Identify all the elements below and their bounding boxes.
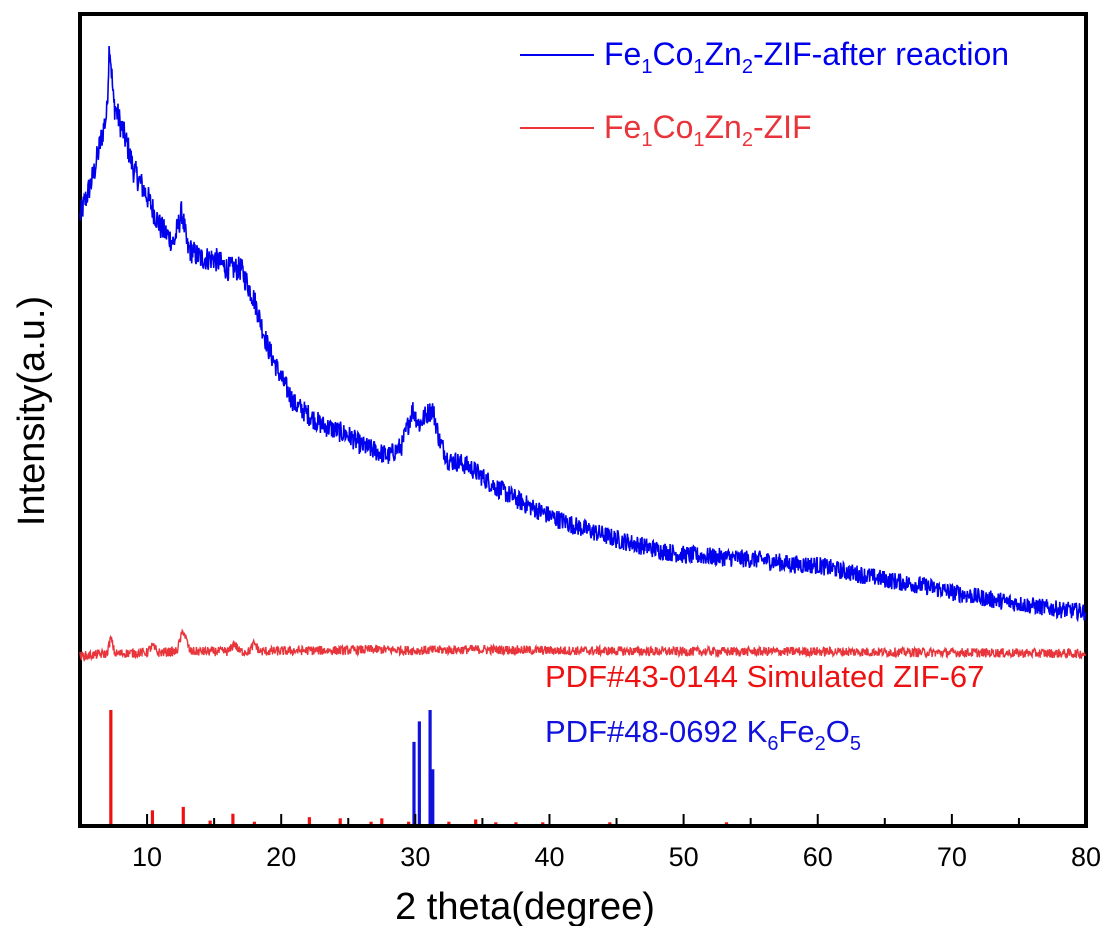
reference-label-part: 2	[815, 733, 826, 755]
y-axis-title: Intensity(a.u.)	[11, 296, 53, 526]
series-line-after-reaction	[79, 45, 1087, 623]
reference-label-part: Fe	[778, 714, 814, 749]
legend-entry-part: 1	[641, 129, 652, 151]
x-tick-label: 20	[266, 842, 296, 872]
legend-entry-part: Fe	[604, 109, 641, 145]
x-tick-label: 50	[669, 842, 699, 872]
reference-patterns	[109, 710, 729, 824]
legend-entry-part: 1	[641, 56, 652, 78]
x-tick-label: 30	[400, 842, 430, 872]
x-tick-label: 60	[803, 842, 833, 872]
x-tick-label: 70	[937, 842, 967, 872]
x-axis-title: 2 theta(degree)	[395, 886, 655, 926]
legend-entry-part: Co	[652, 109, 693, 145]
legend-entry-part: 1	[693, 129, 704, 151]
x-tick-label: 10	[132, 842, 162, 872]
x-tick-label: 80	[1071, 842, 1101, 872]
reference-label-part: O	[826, 714, 850, 749]
legend: Fe1Co1Zn2-ZIF-after reactionFe1Co1Zn2-ZI…	[520, 36, 1009, 151]
reference-label-part: PDF#48-0692 K	[545, 714, 768, 749]
legend-entry-part: Fe	[604, 36, 641, 72]
legend-entry-part: Co	[652, 36, 693, 72]
legend-entry-part: 2	[742, 129, 753, 151]
reference-legend: PDF#43-0144 Simulated ZIF-67 PDF#48-0692 …	[545, 659, 984, 755]
legend-entry-part: -ZIF-after reaction	[753, 36, 1009, 72]
legend-entry-part: Zn	[705, 109, 742, 145]
reference-label: PDF#48-0692 K6Fe2O5	[545, 714, 861, 755]
legend-entry: Fe1Co1Zn2-ZIF-after reaction	[604, 36, 1009, 78]
series-lines	[79, 45, 1087, 662]
reference-label: PDF#43-0144 Simulated ZIF-67	[545, 659, 984, 694]
legend-entry-part: 2	[742, 56, 753, 78]
legend-entry: Fe1Co1Zn2-ZIF	[604, 109, 812, 151]
series-line-fresh	[79, 628, 1087, 662]
plot-frame	[78, 12, 1088, 828]
x-tick-label: 40	[534, 842, 564, 872]
x-axis: 10 20 30 40 50 60 70 80	[79, 814, 1101, 872]
reference-label-part: 5	[850, 733, 861, 755]
legend-entry-part: Zn	[705, 36, 742, 72]
reference-label-part: PDF#43-0144 Simulated ZIF-67	[545, 659, 984, 694]
legend-entry-part: -ZIF	[753, 109, 812, 145]
legend-entry-part: 1	[693, 56, 704, 78]
reference-label-part: 6	[767, 733, 778, 755]
